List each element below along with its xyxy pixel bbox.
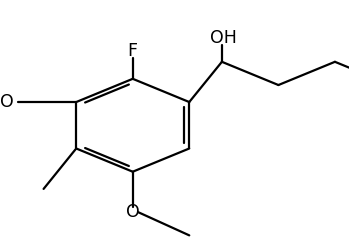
Text: F: F xyxy=(128,42,138,60)
Text: O: O xyxy=(126,203,140,221)
Text: O: O xyxy=(0,93,14,111)
Text: OH: OH xyxy=(210,29,237,47)
